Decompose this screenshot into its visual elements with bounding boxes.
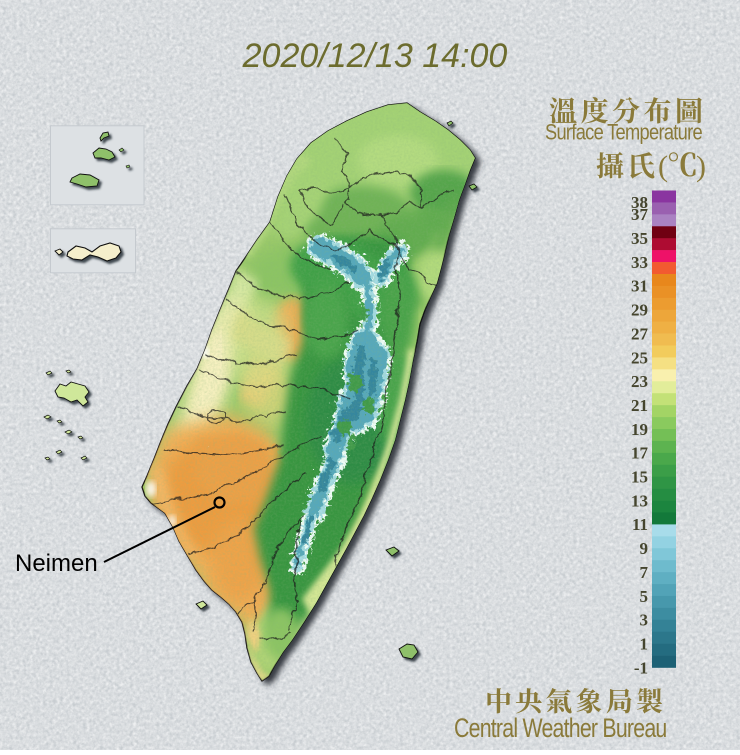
svg-text:7: 7 <box>640 563 649 582</box>
svg-text:2020/12/13 14:00: 2020/12/13 14:00 <box>242 37 508 75</box>
svg-text:5: 5 <box>640 587 649 606</box>
svg-text:38: 38 <box>631 193 648 212</box>
svg-text:31: 31 <box>631 277 648 296</box>
svg-text:37: 37 <box>631 205 649 224</box>
svg-text:19: 19 <box>631 420 648 439</box>
svg-text:15: 15 <box>631 468 648 487</box>
svg-text:35: 35 <box>631 229 648 248</box>
svg-text:1: 1 <box>640 635 649 654</box>
svg-text:): ) <box>696 150 706 183</box>
svg-text:Central Weather Bureau: Central Weather Bureau <box>454 714 667 744</box>
svg-text:33: 33 <box>631 253 648 272</box>
svg-text:23: 23 <box>631 372 648 391</box>
svg-text:Neimen: Neimen <box>15 550 98 577</box>
svg-text:3: 3 <box>640 611 649 630</box>
svg-text:25: 25 <box>631 348 648 367</box>
svg-text:29: 29 <box>631 301 648 320</box>
svg-text:(: ( <box>658 150 668 183</box>
svg-text:13: 13 <box>631 491 648 510</box>
svg-text:-1: -1 <box>634 658 648 677</box>
svg-text:9: 9 <box>640 539 649 558</box>
svg-text:17: 17 <box>631 444 649 463</box>
svg-text:Surface Temperature: Surface Temperature <box>545 121 703 145</box>
svg-text:11: 11 <box>632 515 648 534</box>
svg-text:21: 21 <box>631 396 648 415</box>
svg-text:27: 27 <box>631 324 649 343</box>
